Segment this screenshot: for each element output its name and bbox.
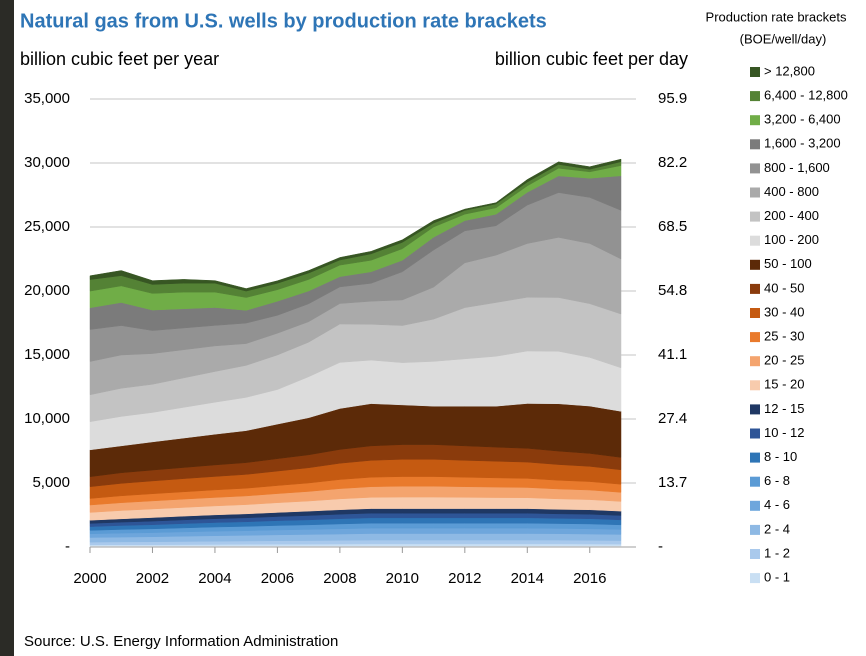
legend-label: > 12,800 (764, 63, 815, 78)
y-tick-label: 20,000 (24, 282, 70, 299)
legend-label: 200 - 400 (764, 208, 819, 223)
y2-tick-label: 41.1 (658, 346, 687, 363)
y2-tick-label: 27.4 (658, 410, 687, 427)
legend-swatch (750, 452, 760, 463)
y2-tick-label: 68.5 (658, 218, 687, 235)
y-tick-label: 5,000 (32, 474, 70, 491)
y-tick-label: 15,000 (24, 346, 70, 363)
x-tick-label: 2010 (386, 570, 419, 587)
x-tick-label: 2014 (511, 570, 544, 587)
legend-swatch (750, 356, 760, 367)
legend-label: 50 - 100 (764, 256, 812, 271)
legend-swatch (750, 235, 760, 246)
legend-label: 400 - 800 (764, 184, 819, 199)
x-tick-label: 2006 (261, 570, 294, 587)
x-tick-label: 2002 (136, 570, 169, 587)
legend-label: 4 - 6 (764, 497, 790, 512)
legend-swatch (750, 549, 760, 559)
legend-label: 30 - 40 (764, 304, 804, 319)
y2-tick-label: 82.2 (658, 154, 687, 171)
y-tick-label: 10,000 (24, 410, 70, 427)
y-tick-label: - (65, 538, 70, 555)
legend-swatch (750, 163, 760, 174)
legend-label: 800 - 1,600 (764, 160, 830, 175)
legend-swatch (750, 428, 760, 439)
legend-swatch (750, 404, 760, 415)
y2-tick-label: 95.9 (658, 90, 687, 107)
legend-label: 0 - 1 (764, 570, 790, 585)
chart-title: Natural gas from U.S. wells by productio… (20, 10, 547, 32)
legend-subtitle: (BOE/well/day) (740, 31, 827, 46)
legend-label: 20 - 25 (764, 353, 804, 368)
y-tick-label: 30,000 (24, 154, 70, 171)
legend-swatch (750, 332, 760, 343)
x-tick-label: 2004 (198, 570, 231, 587)
legend-label: 6 - 8 (764, 473, 790, 488)
y-axis-label: billion cubic feet per year (20, 49, 219, 69)
legend-swatch (750, 211, 760, 222)
legend-swatch (750, 187, 760, 198)
x-tick-label: 2008 (323, 570, 356, 587)
legend-swatch (750, 259, 760, 270)
legend-label: 40 - 50 (764, 280, 804, 295)
legend-label: 100 - 200 (764, 232, 819, 247)
legend-swatch (750, 573, 760, 584)
legend-swatch (750, 115, 760, 126)
legend-label: 1 - 2 (764, 545, 790, 560)
legend-label: 3,200 - 6,400 (764, 112, 841, 127)
source-note: Source: U.S. Energy Information Administ… (24, 633, 338, 650)
y-tick-label: 25,000 (24, 218, 70, 235)
legend-label: 15 - 20 (764, 377, 804, 392)
x-tick-label: 2016 (573, 570, 606, 587)
x-tick-label: 2000 (73, 570, 106, 587)
legend-swatch (750, 139, 760, 150)
y2-tick-label: 13.7 (658, 474, 687, 491)
y2-tick-label: - (658, 538, 663, 555)
y2-axis-label: billion cubic feet per day (495, 49, 688, 69)
legend-title: Production rate brackets (706, 9, 847, 24)
area (89, 158, 622, 292)
legend-swatch (750, 524, 760, 535)
legend-swatch (750, 380, 760, 391)
legend-swatch (750, 308, 760, 318)
legend-label: 6,400 - 12,800 (764, 88, 848, 103)
legend-label: 8 - 10 (764, 449, 797, 464)
y-tick-label: 35,000 (24, 90, 70, 107)
legend-swatch (750, 67, 760, 77)
legend-swatch (750, 476, 760, 487)
legend-swatch (750, 91, 760, 102)
legend-swatch (750, 500, 760, 511)
legend-label: 1,600 - 3,200 (764, 136, 841, 151)
x-tick-label: 2012 (448, 570, 481, 587)
legend-label: 2 - 4 (764, 521, 790, 536)
y2-tick-label: 54.8 (658, 282, 687, 299)
legend-label: 25 - 30 (764, 329, 804, 344)
legend-swatch (750, 283, 760, 294)
legend-label: 10 - 12 (764, 425, 804, 440)
legend-label: 12 - 15 (764, 401, 804, 416)
